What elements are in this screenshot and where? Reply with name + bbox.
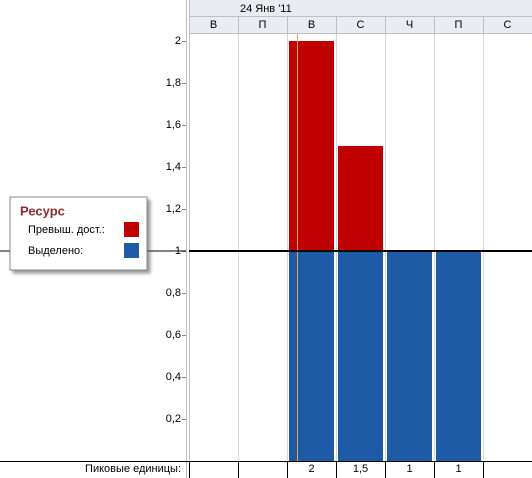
y-tick-label: 1,6 [166, 119, 181, 131]
day-label: В [308, 19, 315, 31]
y-tick-label: 0,4 [166, 371, 181, 383]
y-tick-label: 1,2 [166, 203, 181, 215]
day-label: П [259, 19, 267, 31]
day-label: С [504, 19, 512, 31]
peak-label: Пиковые единицы: [85, 463, 181, 475]
legend-label: Превыш. дост.: [28, 224, 105, 236]
legend-label: Выделено: [28, 245, 83, 257]
day-label: С [357, 19, 365, 31]
day-label: П [455, 19, 463, 31]
bar [387, 251, 432, 461]
legend-swatch [124, 243, 139, 258]
peak-value: 1 [455, 463, 461, 475]
bar [338, 251, 383, 461]
bar [289, 41, 334, 251]
bar [338, 146, 383, 251]
timescale-date: 24 Янв '11 [240, 3, 292, 15]
y-tick-label: 2 [175, 35, 181, 47]
legend-swatch [124, 222, 139, 237]
legend-title: Ресурс [20, 203, 65, 218]
peak-value: 1,5 [353, 463, 368, 475]
peak-value: 2 [308, 463, 314, 475]
bar [436, 251, 481, 461]
y-tick-label: 0,2 [166, 413, 181, 425]
day-label: В [210, 19, 217, 31]
y-tick-label: 0,8 [166, 287, 181, 299]
peak-value: 1 [406, 463, 412, 475]
y-tick-label: 1,8 [166, 77, 181, 89]
day-label: Ч [406, 19, 413, 31]
y-tick-label: 1,4 [166, 161, 181, 173]
bar [289, 251, 334, 461]
y-tick-label: 0,6 [166, 329, 181, 341]
